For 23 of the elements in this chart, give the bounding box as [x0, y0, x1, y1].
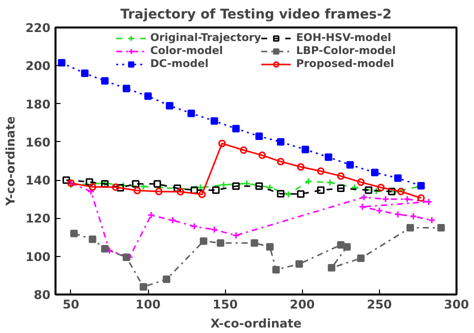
- y-tick-label: 160: [25, 135, 51, 150]
- x-axis-title: X-co-ordinate: [210, 316, 302, 330]
- legend-label: LBP-Color-model: [296, 44, 396, 57]
- x-tick-label: 300: [444, 298, 470, 312]
- y-axis-title: Y-co-ordinate: [3, 116, 18, 207]
- legend-label: Proposed-model: [296, 57, 394, 70]
- legend-label: Original-Trajectory: [150, 31, 262, 44]
- y-tick-label: 80: [34, 288, 51, 302]
- x-tick-label: 150: [212, 298, 238, 312]
- y-tick-label: 100: [25, 250, 51, 264]
- x-tick-label: 200: [290, 298, 315, 312]
- y-tick-label: 180: [25, 97, 51, 112]
- x-tick-label: 50: [62, 298, 80, 312]
- y-tick-label: 120: [25, 212, 51, 226]
- legend-label: DC-model: [150, 57, 208, 70]
- legend-label: EOH-HSV-model: [296, 31, 392, 44]
- y-tick-label: 220: [25, 21, 51, 35]
- x-tick-label: 100: [136, 298, 161, 312]
- legend-label: Color-model: [150, 44, 223, 57]
- y-tick-label: 200: [25, 59, 51, 74]
- chart-title: Trajectory of Testing video frames-2: [120, 8, 392, 22]
- x-tick-label: 250: [366, 298, 392, 312]
- y-tick-label: 140: [25, 174, 51, 188]
